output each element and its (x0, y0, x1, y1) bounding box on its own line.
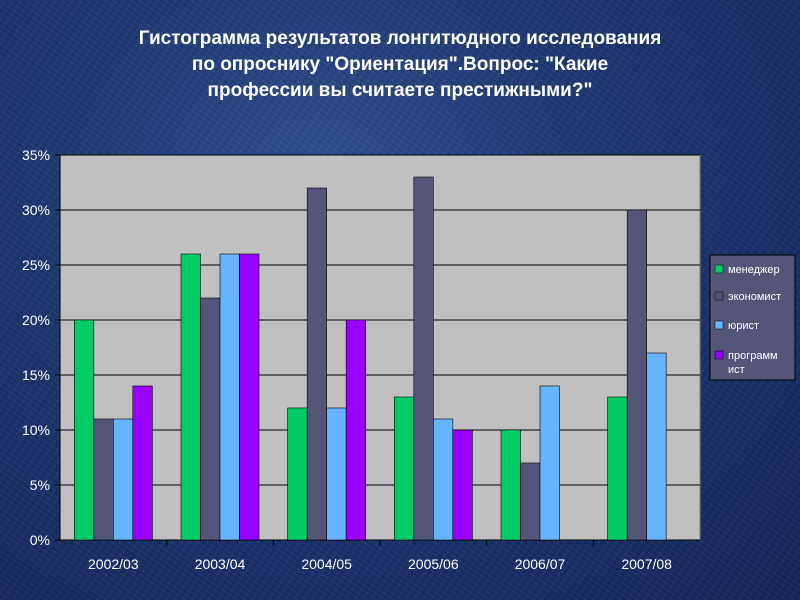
bar-экономист-2005/06 (413, 176, 434, 541)
bar-менеджер-2002/03 (74, 319, 95, 541)
bar-программ-ист-2003/04 (239, 253, 260, 541)
y-tick-label-7: 35% (22, 147, 50, 163)
bar-юрист-2005/06 (433, 418, 454, 541)
chart-title: Гистограмма результатов лонгитюдного исс… (40, 26, 760, 104)
legend-swatch-1 (714, 291, 724, 301)
bar-менеджер-2004/05 (287, 407, 308, 541)
bar-программ-ист-2002/03 (132, 385, 153, 541)
bar-юрист-2007/08 (646, 352, 667, 541)
legend-label-3-1: ист (728, 364, 745, 376)
y-tick-label-6: 30% (22, 202, 50, 218)
bar-юрист-2002/03 (113, 418, 134, 541)
bar-юрист-2004/05 (326, 407, 347, 541)
x-tick-label-3: 2005/06 (408, 556, 459, 572)
legend-swatch-0 (714, 264, 724, 274)
plot-area (59, 154, 701, 541)
y-tick-label-0: 0% (30, 532, 50, 548)
y-tick-label-2: 10% (22, 422, 50, 438)
legend-label-3-0: программ (728, 350, 778, 362)
chart-title-line-2: по опроснику "Ориентация".Вопрос: "Какие (191, 54, 609, 75)
bar-юрист-2006/07 (539, 385, 560, 541)
legend-swatch-3 (714, 350, 724, 360)
x-tick-label-4: 2006/07 (515, 556, 566, 572)
bar-менеджер-2007/08 (607, 396, 628, 541)
y-tick-label-5: 25% (22, 257, 50, 273)
bar-экономист-2007/08 (626, 209, 647, 541)
legend-box (709, 254, 796, 381)
y-tick-label-4: 20% (22, 312, 50, 328)
chart-title-line-3: профессии вы считаете престижными?" (207, 80, 593, 101)
bar-менеджер-2003/04 (180, 253, 201, 541)
x-tick-label-0: 2002/03 (88, 556, 139, 572)
legend-swatch-2 (714, 320, 724, 330)
bar-программ-ист-2005/06 (452, 429, 473, 541)
bar-программ-ист-2004/05 (345, 319, 366, 541)
x-tick-label-1: 2003/04 (195, 556, 246, 572)
bar-менеджер-2006/07 (500, 429, 521, 541)
y-tick-label-1: 5% (30, 477, 50, 493)
bar-экономист-2003/04 (200, 297, 221, 541)
bar-менеджер-2005/06 (394, 396, 415, 541)
y-tick-label-3: 15% (22, 367, 50, 383)
legend-label-2: юрист (728, 320, 759, 332)
legend-label-1: экономист (728, 291, 781, 303)
legend-label-0: менеджер (728, 264, 780, 276)
bar-экономист-2004/05 (306, 187, 327, 541)
chart-title-line-1: Гистограмма результатов лонгитюдного исс… (138, 28, 662, 49)
x-tick-label-5: 2007/08 (621, 556, 672, 572)
bar-экономист-2006/07 (520, 462, 541, 541)
bar-юрист-2003/04 (219, 253, 240, 541)
x-tick-label-2: 2004/05 (301, 556, 352, 572)
bar-экономист-2002/03 (93, 418, 114, 541)
